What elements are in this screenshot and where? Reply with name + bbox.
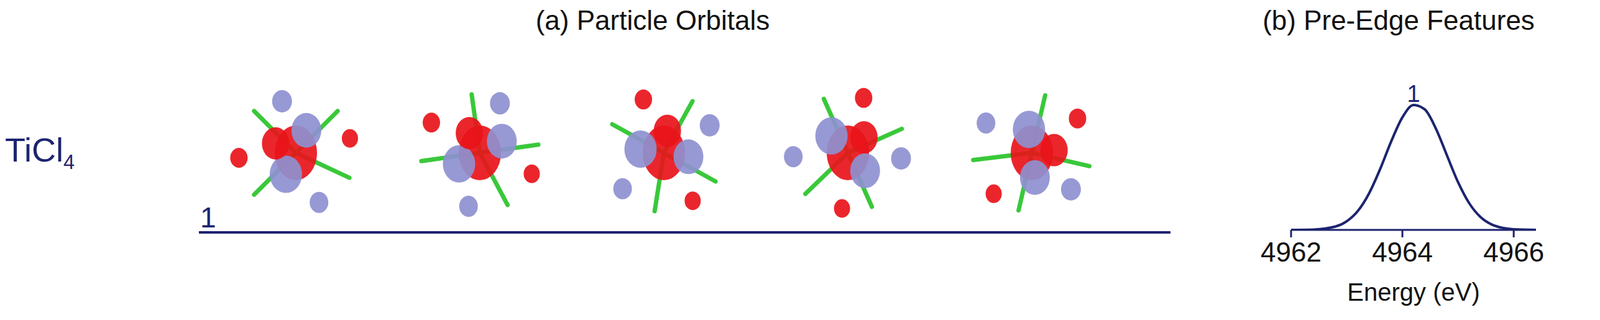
svg-text:4962: 4962 — [1260, 236, 1322, 268]
html-text:(b) Pre-Edge Features: (b) Pre-Edge Features — [1262, 4, 1535, 36]
svg-text:1: 1 — [200, 201, 217, 234]
svg-text:4966: 4966 — [1483, 236, 1545, 268]
svg-text:1: 1 — [1406, 80, 1420, 107]
svg-text:4964: 4964 — [1371, 236, 1433, 268]
html-text:Energy (eV): Energy (eV) — [1347, 278, 1480, 306]
html-text:(a) Particle Orbitals: (a) Particle Orbitals — [535, 4, 770, 36]
html-text:TiCl4: TiCl4 — [4, 131, 75, 174]
